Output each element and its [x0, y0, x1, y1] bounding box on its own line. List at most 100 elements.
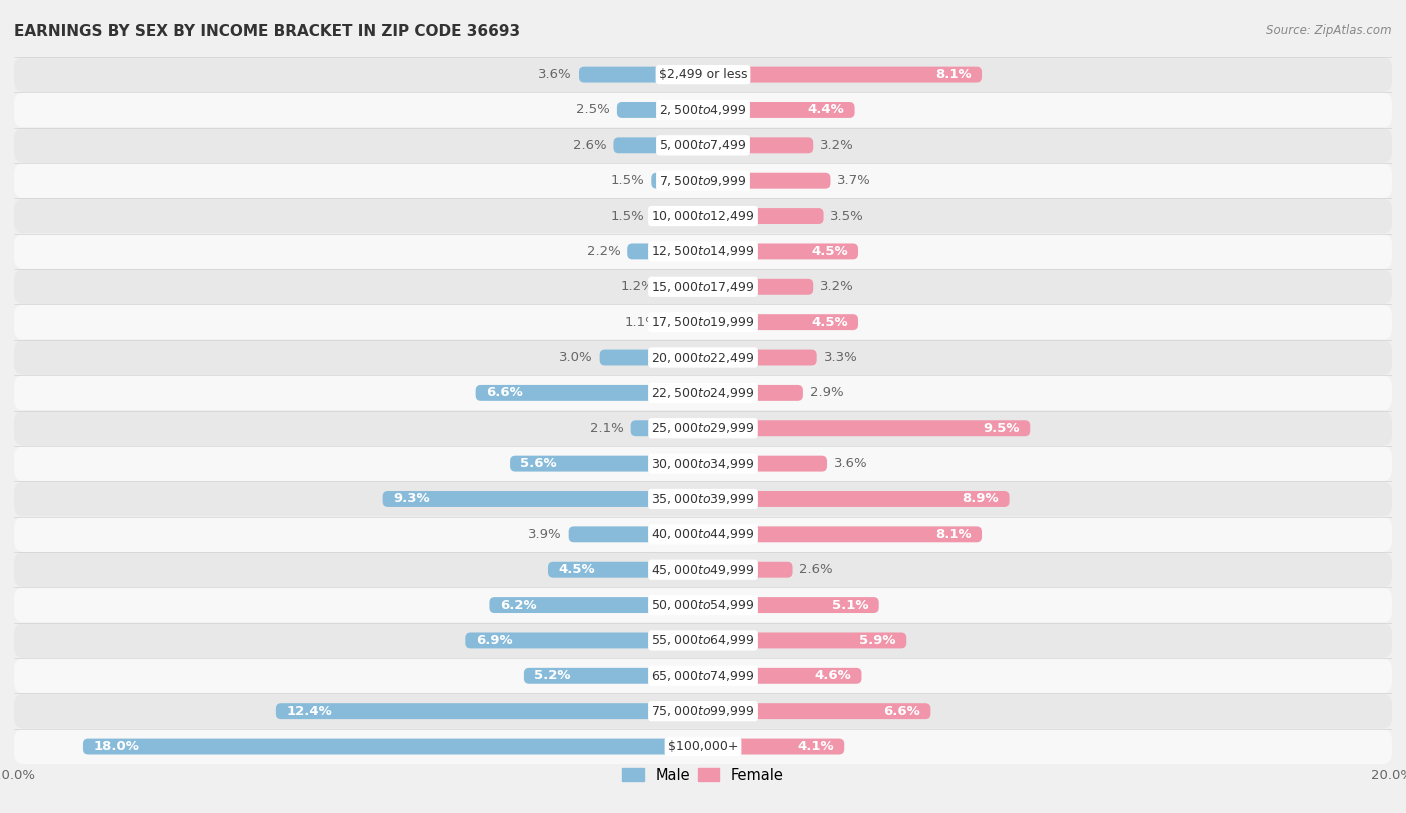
Text: $20,000 to $22,499: $20,000 to $22,499 [651, 350, 755, 364]
Text: 6.2%: 6.2% [499, 598, 536, 611]
Text: 4.6%: 4.6% [814, 669, 851, 682]
FancyBboxPatch shape [14, 552, 1392, 587]
FancyBboxPatch shape [14, 623, 1392, 659]
Legend: Male, Female: Male, Female [616, 762, 790, 789]
FancyBboxPatch shape [14, 375, 1392, 411]
FancyBboxPatch shape [568, 526, 703, 542]
FancyBboxPatch shape [14, 693, 1392, 729]
FancyBboxPatch shape [14, 587, 1392, 623]
FancyBboxPatch shape [703, 172, 831, 189]
Text: $65,000 to $74,999: $65,000 to $74,999 [651, 669, 755, 683]
FancyBboxPatch shape [613, 137, 703, 154]
FancyBboxPatch shape [703, 562, 793, 578]
Text: $22,500 to $24,999: $22,500 to $24,999 [651, 386, 755, 400]
Text: 3.9%: 3.9% [529, 528, 562, 541]
FancyBboxPatch shape [703, 137, 813, 154]
FancyBboxPatch shape [665, 314, 703, 330]
FancyBboxPatch shape [703, 279, 813, 295]
FancyBboxPatch shape [276, 703, 703, 720]
FancyBboxPatch shape [703, 420, 1031, 437]
Text: 3.2%: 3.2% [820, 139, 853, 152]
Text: 3.3%: 3.3% [824, 351, 858, 364]
Text: 4.5%: 4.5% [811, 245, 848, 258]
FancyBboxPatch shape [703, 208, 824, 224]
Text: $45,000 to $49,999: $45,000 to $49,999 [651, 563, 755, 576]
FancyBboxPatch shape [703, 491, 1010, 507]
Text: 4.5%: 4.5% [558, 563, 595, 576]
Text: $75,000 to $99,999: $75,000 to $99,999 [651, 704, 755, 718]
Text: $30,000 to $34,999: $30,000 to $34,999 [651, 457, 755, 471]
Text: 1.2%: 1.2% [621, 280, 655, 293]
FancyBboxPatch shape [14, 163, 1392, 198]
Text: 9.3%: 9.3% [392, 493, 430, 506]
Text: $17,500 to $19,999: $17,500 to $19,999 [651, 315, 755, 329]
Text: 6.9%: 6.9% [475, 634, 512, 647]
Text: 3.0%: 3.0% [560, 351, 593, 364]
FancyBboxPatch shape [83, 738, 703, 754]
Text: 2.5%: 2.5% [576, 103, 610, 116]
FancyBboxPatch shape [14, 517, 1392, 552]
Text: 3.6%: 3.6% [538, 68, 572, 81]
FancyBboxPatch shape [510, 455, 703, 472]
Text: 4.5%: 4.5% [811, 315, 848, 328]
Text: 5.6%: 5.6% [520, 457, 557, 470]
FancyBboxPatch shape [631, 420, 703, 437]
FancyBboxPatch shape [703, 67, 981, 83]
FancyBboxPatch shape [14, 481, 1392, 517]
Text: 1.5%: 1.5% [610, 174, 644, 187]
Text: $25,000 to $29,999: $25,000 to $29,999 [651, 421, 755, 435]
FancyBboxPatch shape [14, 269, 1392, 304]
FancyBboxPatch shape [14, 128, 1392, 163]
Text: 1.1%: 1.1% [624, 315, 658, 328]
FancyBboxPatch shape [651, 172, 703, 189]
FancyBboxPatch shape [703, 703, 931, 720]
Text: $40,000 to $44,999: $40,000 to $44,999 [651, 528, 755, 541]
FancyBboxPatch shape [703, 243, 858, 259]
Text: 9.5%: 9.5% [983, 422, 1019, 435]
Text: 2.9%: 2.9% [810, 386, 844, 399]
FancyBboxPatch shape [703, 597, 879, 613]
Text: $55,000 to $64,999: $55,000 to $64,999 [651, 633, 755, 647]
Text: 2.2%: 2.2% [586, 245, 620, 258]
Text: $12,500 to $14,999: $12,500 to $14,999 [651, 245, 755, 259]
FancyBboxPatch shape [14, 198, 1392, 234]
Text: EARNINGS BY SEX BY INCOME BRACKET IN ZIP CODE 36693: EARNINGS BY SEX BY INCOME BRACKET IN ZIP… [14, 24, 520, 39]
Text: $5,000 to $7,499: $5,000 to $7,499 [659, 138, 747, 152]
FancyBboxPatch shape [599, 350, 703, 366]
Text: $2,500 to $4,999: $2,500 to $4,999 [659, 103, 747, 117]
Text: $15,000 to $17,499: $15,000 to $17,499 [651, 280, 755, 293]
Text: 8.1%: 8.1% [935, 528, 972, 541]
Text: 5.9%: 5.9% [859, 634, 896, 647]
FancyBboxPatch shape [465, 633, 703, 649]
FancyBboxPatch shape [703, 314, 858, 330]
Text: 3.7%: 3.7% [838, 174, 872, 187]
Text: 8.9%: 8.9% [963, 493, 1000, 506]
FancyBboxPatch shape [489, 597, 703, 613]
FancyBboxPatch shape [14, 446, 1392, 481]
Text: 3.5%: 3.5% [831, 210, 865, 223]
FancyBboxPatch shape [703, 667, 862, 684]
Text: $7,500 to $9,999: $7,500 to $9,999 [659, 174, 747, 188]
FancyBboxPatch shape [14, 304, 1392, 340]
FancyBboxPatch shape [14, 411, 1392, 446]
FancyBboxPatch shape [14, 57, 1392, 92]
FancyBboxPatch shape [662, 279, 703, 295]
FancyBboxPatch shape [548, 562, 703, 578]
Text: 8.1%: 8.1% [935, 68, 972, 81]
FancyBboxPatch shape [703, 633, 907, 649]
Text: 6.6%: 6.6% [486, 386, 523, 399]
Text: 3.6%: 3.6% [834, 457, 868, 470]
Text: 4.1%: 4.1% [797, 740, 834, 753]
Text: 3.2%: 3.2% [820, 280, 853, 293]
FancyBboxPatch shape [703, 738, 844, 754]
Text: 6.6%: 6.6% [883, 705, 920, 718]
FancyBboxPatch shape [651, 208, 703, 224]
FancyBboxPatch shape [14, 340, 1392, 375]
FancyBboxPatch shape [14, 92, 1392, 128]
FancyBboxPatch shape [627, 243, 703, 259]
FancyBboxPatch shape [382, 491, 703, 507]
Text: 2.6%: 2.6% [800, 563, 834, 576]
Text: $35,000 to $39,999: $35,000 to $39,999 [651, 492, 755, 506]
FancyBboxPatch shape [14, 659, 1392, 693]
Text: 5.1%: 5.1% [832, 598, 869, 611]
